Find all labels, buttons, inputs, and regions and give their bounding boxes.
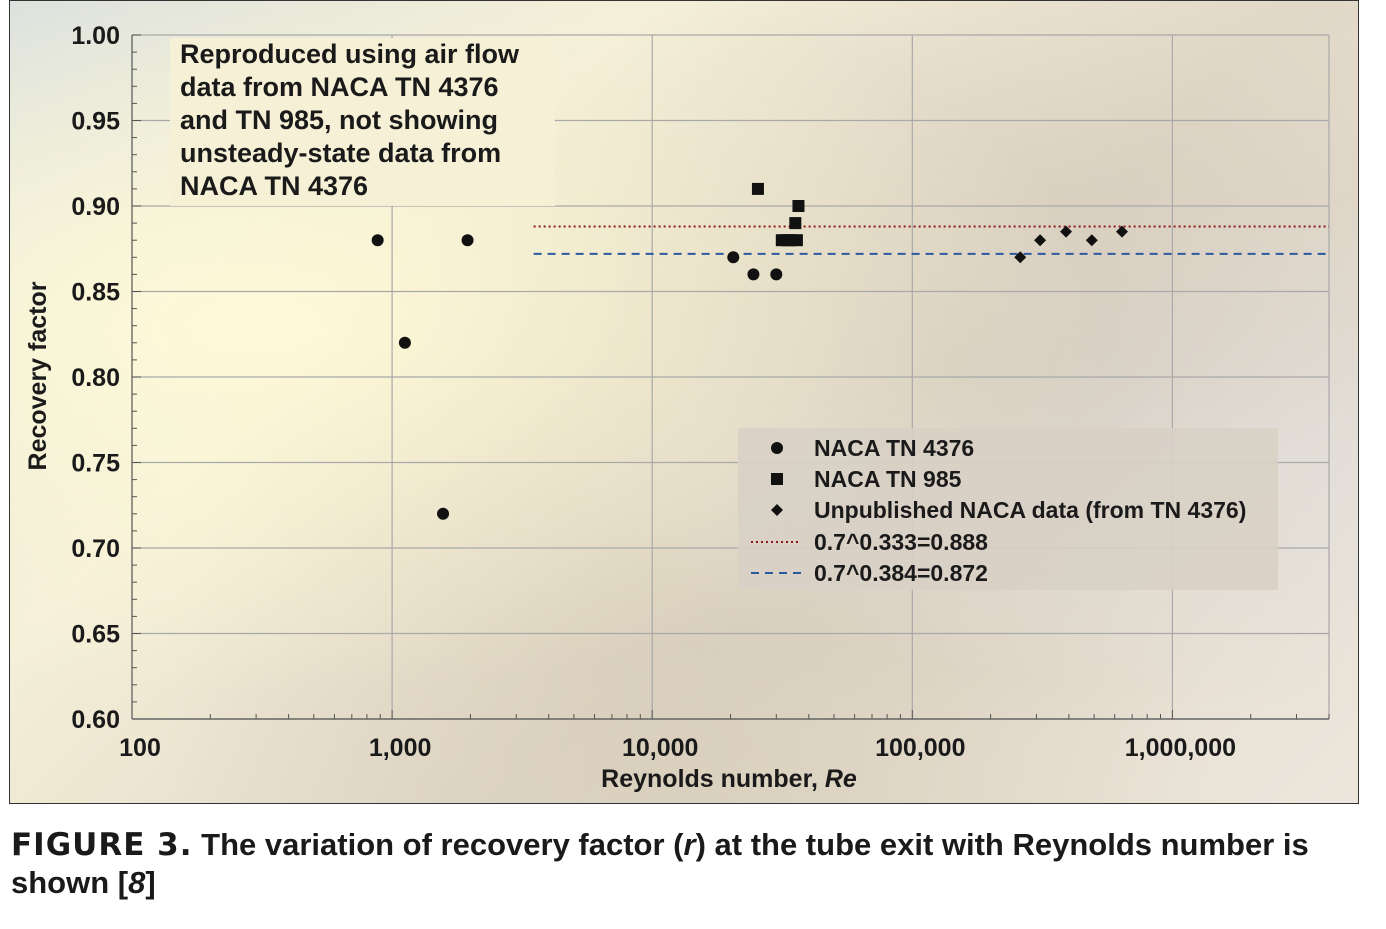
- legend-label: 0.7^0.333=0.888: [814, 529, 988, 555]
- data-point-diamond: [1085, 234, 1098, 247]
- data-point-diamond: [1014, 251, 1027, 264]
- y-tick-label: 0.95: [71, 108, 120, 136]
- y-tick-label: 0.85: [71, 279, 120, 307]
- annotation-background: [170, 38, 555, 206]
- grid-layer: [132, 34, 1330, 720]
- axis-layer: [131, 34, 1330, 720]
- data-point-diamond: [1060, 225, 1073, 238]
- recovery-factor-chart: 0.60 0.65 0.70 0.75 0.80 0.85 0.90 0.95 1.00 100 1…: [24, 22, 1330, 793]
- y-tick-label: 0.80: [71, 364, 120, 392]
- data-point-circle: [461, 234, 474, 247]
- caption-text-3: ]: [145, 865, 156, 900]
- data-point-diamond: [1115, 225, 1128, 238]
- legend-label: 0.7^0.384=0.872: [814, 560, 988, 586]
- data-point-circle: [398, 336, 411, 349]
- data-point-square: [792, 200, 805, 212]
- figure-caption: FIGURE 3. The variation of recovery fact…: [11, 826, 1376, 902]
- data-point-circle: [770, 268, 783, 281]
- data-point-circle: [747, 268, 760, 281]
- reference-lines-layer: [533, 225, 1329, 255]
- data-point-circle: [437, 507, 450, 520]
- x-tick-label: 100,000: [875, 734, 965, 762]
- data-point-square: [789, 217, 802, 230]
- data-point-circle: [727, 251, 740, 264]
- x-axis-title: Reynolds number, Re: [601, 765, 857, 793]
- tick-labels-layer: 0.60 0.65 0.70 0.75 0.80 0.85 0.90 0.95 1.00 100 1…: [71, 22, 1236, 762]
- markers-layer: [371, 182, 1128, 520]
- y-tick-label: 0.60: [71, 706, 120, 734]
- legend-label: Unpublished NACA data (from TN 4376): [814, 497, 1246, 523]
- annotation-line: and TN 985, not showing: [180, 105, 498, 135]
- caption-label: FIGURE 3.: [11, 827, 193, 863]
- caption-text-1: The variation of recovery factor (: [192, 827, 684, 862]
- x-tick-label: 10,000: [622, 734, 698, 762]
- data-point-square: [784, 234, 797, 247]
- legend-marker-square: [771, 473, 783, 485]
- y-tick-label: 1.00: [71, 22, 120, 50]
- data-point-diamond: [1034, 234, 1047, 247]
- caption-text-2: ) at the tube exit with Reynolds number …: [11, 827, 1309, 900]
- data-point-circle: [371, 234, 384, 247]
- figure-frame: 0.60 0.65 0.70 0.75 0.80 0.85 0.90 0.95 1.00 100 1…: [9, 0, 1359, 804]
- y-tick-label: 0.70: [71, 535, 120, 563]
- legend-marker-circle: [771, 442, 783, 454]
- annotation-line: NACA TN 4376: [180, 171, 368, 201]
- legend-label: NACA TN 985: [814, 466, 962, 492]
- x-tick-label: 100: [119, 734, 161, 762]
- data-point-square: [751, 182, 764, 195]
- x-tick-label: 1,000: [369, 734, 432, 762]
- annotation-line: Reproduced using air flow: [180, 39, 520, 69]
- caption-symbol: r: [683, 827, 696, 862]
- legend-label: NACA TN 4376: [814, 435, 974, 461]
- y-tick-label: 0.90: [71, 193, 120, 221]
- y-tick-label: 0.65: [71, 621, 120, 649]
- y-tick-label: 0.75: [71, 450, 120, 478]
- y-axis-title: Recovery factor: [24, 281, 52, 470]
- annotation-line: data from NACA TN 4376: [180, 72, 499, 102]
- legend-background: [738, 428, 1278, 590]
- legend: NACA TN 4376 NACA TN 985 Unpublished NACA …: [738, 428, 1278, 590]
- x-tick-label: 1,000,000: [1125, 734, 1236, 762]
- caption-ref: 8: [128, 865, 146, 900]
- legend-marker-diamond: [771, 504, 783, 516]
- annotation-line: unsteady-state data from: [180, 138, 501, 168]
